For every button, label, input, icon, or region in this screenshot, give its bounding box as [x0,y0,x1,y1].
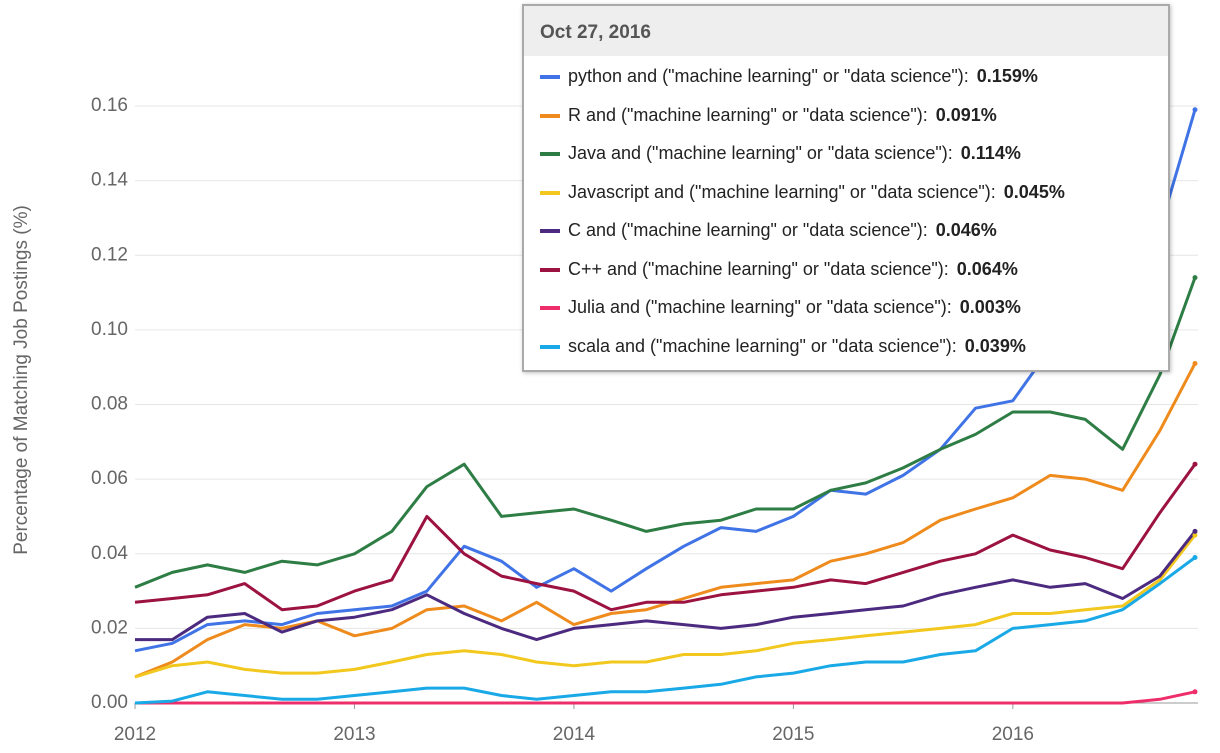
x-tick-label: 2016 [992,724,1034,745]
legend-label: Javascript and ("machine learning" or "d… [568,182,1004,202]
legend-swatch [540,229,560,234]
y-tick-label: 0.14 [91,170,128,191]
legend-swatch [540,344,560,349]
series-line [134,463,1197,612]
y-tick-label: 0.12 [91,244,128,265]
hover-marker [1192,275,1198,281]
y-tick-label: 0.02 [91,617,128,638]
y-tick-label: 0.16 [91,95,128,116]
hover-marker [1192,360,1198,366]
legend-label: Java and ("machine learning" or "data sc… [568,143,961,163]
legend-swatch [540,267,560,272]
tooltip-value: 0.091% [935,104,997,125]
y-tick-label: 0.08 [91,394,128,415]
tooltip-row: Javascript and ("machine learning" or "d… [540,182,1065,203]
tooltip-row: C++ and ("machine learning" or "data sci… [540,259,1018,280]
legend-label: scala and ("machine learning" or "data s… [568,336,965,356]
series-line [134,109,1197,653]
legend-swatch [540,152,560,157]
tooltip-row: C and ("machine learning" or "data scien… [540,220,997,241]
series-line [134,277,1197,589]
tooltip-row: Julia and ("machine learning" or "data s… [540,297,1021,318]
series-line [135,530,1197,642]
legend-swatch [540,113,560,118]
x-tick-label: 2012 [114,724,156,745]
legend-swatch [540,75,560,80]
y-tick-label: 0.10 [91,319,128,340]
tooltip-row: scala and ("machine learning" or "data s… [540,336,1026,357]
hover-marker [1192,532,1198,538]
hover-marker [1192,107,1198,113]
tooltip-value: 0.003% [959,297,1021,317]
x-tick-label: 2013 [333,724,375,745]
legend-label: Julia and ("machine learning" or "data s… [568,297,960,317]
series-line [134,556,1196,705]
tooltip-row: R and ("machine learning" or "data scien… [540,105,997,126]
y-tick-label: 0.06 [91,468,128,489]
x-tick-label: 2014 [553,724,596,745]
x-tick-label: 2015 [772,724,814,745]
tooltip-value: 0.064% [956,258,1018,279]
y-tick-label: 0.04 [91,543,128,564]
tooltip-row: python and ("machine learning" or "data … [540,66,1038,87]
y-tick-label: 0.00 [91,692,128,713]
hover-marker [1192,461,1198,467]
legend-label: python and ("machine learning" or "data … [568,66,977,86]
legend-swatch [540,190,560,195]
tooltip: Oct 27, 2016 python and ("machine learni… [522,4,1170,372]
tooltip-value: 0.039% [964,335,1026,356]
y-axis-label: Percentage of Matching Job Postings (%) [11,205,32,555]
hover-marker [1192,689,1198,695]
hover-marker [1192,554,1198,560]
series-line [134,534,1197,679]
legend-label: C and ("machine learning" or "data scien… [568,220,936,240]
tooltip-value: 0.045% [1003,181,1065,202]
tooltip-title: Oct 27, 2016 [524,6,1168,56]
tooltip-row: Java and ("machine learning" or "data sc… [540,143,1021,164]
series-line [135,690,1196,705]
hover-marker [1192,528,1198,534]
legend-swatch [540,306,560,311]
tooltip-value: 0.046% [935,220,997,240]
legend-label: C++ and ("machine learning" or "data sci… [568,259,957,279]
legend-label: R and ("machine learning" or "data scien… [568,105,936,125]
tooltip-value: 0.159% [976,66,1038,86]
tooltip-value: 0.114% [960,143,1021,163]
